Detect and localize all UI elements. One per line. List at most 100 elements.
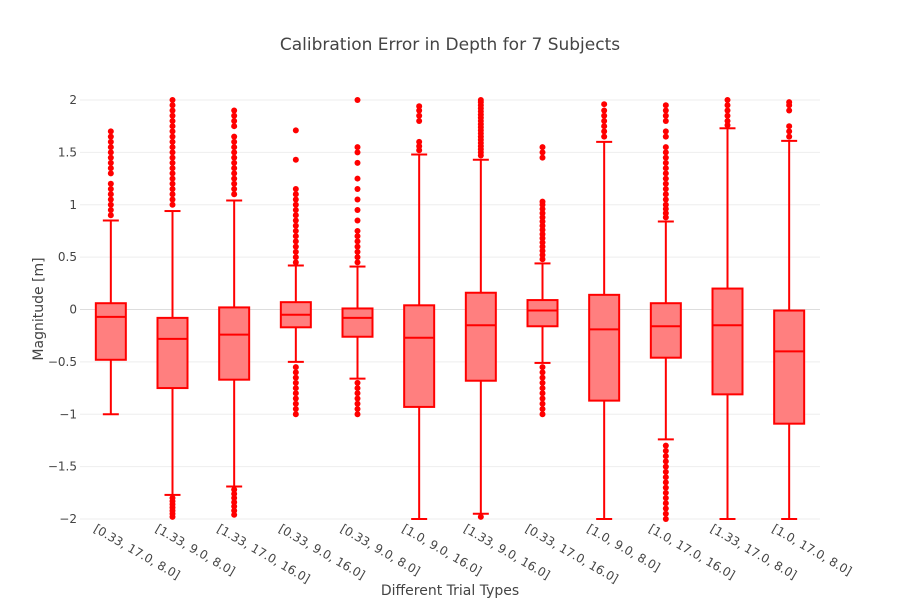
outlier-point bbox=[539, 218, 546, 225]
outlier-point bbox=[231, 138, 238, 145]
outlier-point bbox=[539, 395, 546, 402]
outlier-point bbox=[169, 107, 176, 114]
outlier-point bbox=[662, 154, 669, 161]
outlier-point bbox=[662, 175, 669, 182]
outlier-point bbox=[786, 128, 793, 135]
box-group bbox=[588, 101, 621, 520]
outlier-point bbox=[231, 133, 238, 140]
outlier-point bbox=[539, 144, 546, 151]
box-iqr bbox=[526, 299, 559, 328]
outlier-point bbox=[539, 235, 546, 242]
outlier-point bbox=[786, 99, 793, 106]
outlier-point bbox=[601, 112, 608, 119]
outlier-point bbox=[662, 107, 669, 114]
outlier-point bbox=[292, 238, 299, 245]
outlier-point bbox=[231, 499, 238, 506]
outlier-point bbox=[786, 107, 793, 114]
outlier-point bbox=[107, 206, 114, 213]
outlier-point bbox=[292, 248, 299, 255]
outlier-point bbox=[231, 144, 238, 151]
outlier-point bbox=[662, 117, 669, 124]
outlier-point bbox=[169, 133, 176, 140]
outlier-point bbox=[662, 159, 669, 166]
outlier-point bbox=[662, 205, 669, 212]
y-tick-label: 1 bbox=[69, 198, 77, 212]
outlier-point bbox=[416, 112, 423, 119]
outlier-point bbox=[354, 243, 361, 250]
outlier-point bbox=[724, 102, 731, 109]
outlier-point bbox=[662, 170, 669, 177]
outlier-point bbox=[662, 505, 669, 512]
outlier-point bbox=[231, 486, 238, 493]
outlier-point bbox=[292, 254, 299, 261]
outlier-point bbox=[231, 159, 238, 166]
outlier-point bbox=[169, 159, 176, 166]
outlier-point bbox=[724, 112, 731, 119]
box-iqr bbox=[94, 302, 127, 361]
outlier-point bbox=[416, 117, 423, 124]
y-tick-label: −2 bbox=[59, 512, 77, 526]
box-group bbox=[218, 107, 251, 518]
y-tick-label: 0.5 bbox=[58, 250, 77, 264]
outlier-point bbox=[231, 175, 238, 182]
box-iqr bbox=[341, 307, 374, 338]
outlier-point bbox=[724, 117, 731, 124]
outlier-point bbox=[662, 191, 669, 198]
box-group bbox=[403, 103, 436, 520]
outlier-point bbox=[662, 463, 669, 470]
outlier-point bbox=[662, 102, 669, 109]
outlier-point bbox=[786, 133, 793, 140]
outlier-point bbox=[539, 256, 546, 263]
outlier-point bbox=[539, 411, 546, 418]
outlier-point bbox=[354, 97, 361, 103]
outlier-point bbox=[107, 186, 114, 193]
outlier-point bbox=[416, 138, 423, 145]
outlier-point bbox=[539, 149, 546, 156]
outlier-point bbox=[292, 390, 299, 397]
box-group bbox=[773, 99, 806, 520]
outlier-point bbox=[662, 447, 669, 454]
outlier-point bbox=[601, 128, 608, 135]
outlier-point bbox=[354, 259, 361, 266]
outlier-point bbox=[292, 400, 299, 407]
outlier-point bbox=[354, 379, 361, 386]
outlier-point bbox=[354, 196, 361, 203]
outlier-point bbox=[231, 112, 238, 119]
outlier-point bbox=[354, 238, 361, 245]
outlier-point bbox=[662, 144, 669, 151]
outlier-point bbox=[539, 239, 546, 246]
outlier-point bbox=[169, 191, 176, 198]
outlier-point bbox=[169, 128, 176, 135]
outlier-point bbox=[169, 196, 176, 203]
outlier-point bbox=[662, 474, 669, 481]
outlier-point bbox=[354, 144, 361, 151]
box-group bbox=[649, 102, 682, 522]
outlier-point bbox=[724, 107, 731, 114]
outlier-point bbox=[539, 364, 546, 371]
outlier-point bbox=[354, 390, 361, 397]
outlier-point bbox=[231, 186, 238, 193]
y-tick-label: 2 bbox=[69, 93, 77, 107]
outlier-point bbox=[662, 214, 669, 221]
outlier-point bbox=[539, 400, 546, 407]
outlier-point bbox=[416, 103, 423, 110]
outlier-point bbox=[662, 453, 669, 460]
outlier-point bbox=[107, 191, 114, 198]
box-iqr bbox=[649, 302, 682, 359]
outlier-point bbox=[292, 385, 299, 392]
outlier-point bbox=[231, 165, 238, 172]
outlier-point bbox=[662, 112, 669, 119]
outlier-point bbox=[662, 210, 669, 217]
outlier-point bbox=[539, 385, 546, 392]
box-group bbox=[341, 97, 374, 418]
outlier-point bbox=[539, 205, 546, 212]
outlier-point bbox=[169, 149, 176, 156]
outlier-point bbox=[724, 97, 731, 103]
outlier-point bbox=[539, 252, 546, 259]
outlier-point bbox=[662, 196, 669, 203]
outlier-point bbox=[231, 149, 238, 156]
y-axis-ticks: 2 1.5 1 0.5 0 −0.5 −1 −1.5 −2 bbox=[48, 93, 77, 526]
outlier-point bbox=[662, 516, 669, 522]
outlier-point bbox=[231, 511, 238, 518]
outlier-point bbox=[231, 117, 238, 124]
